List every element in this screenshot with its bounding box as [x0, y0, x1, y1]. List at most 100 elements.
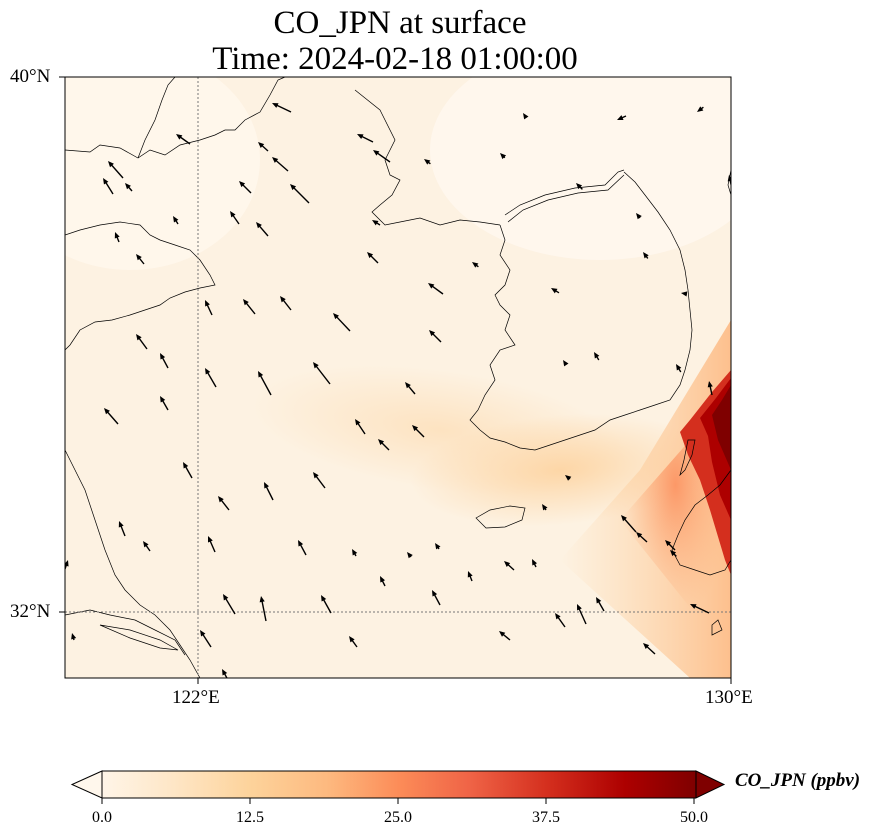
colorbar-label: CO_JPN (ppbv)	[735, 770, 861, 791]
wind-arrow-head	[565, 475, 572, 481]
coastline-amami-islands	[711, 619, 723, 636]
wind-arrow-head	[576, 183, 583, 190]
map-time-subtitle: Time: 2024-02-18 01:00:00	[212, 41, 578, 77]
wind-arrow-head	[378, 439, 385, 446]
coastline-japan-honshu	[727, 169, 731, 196]
wind-arrow-head	[727, 175, 731, 182]
coastline-china-liaodong	[137, 77, 176, 159]
low-concentration-area-north	[430, 77, 731, 260]
wind-arrow-head	[160, 396, 166, 403]
wind-arrow-head	[272, 157, 279, 163]
wind-arrow-head	[357, 134, 364, 140]
wind-arrow-head	[160, 353, 166, 360]
wind-arrow-head	[103, 178, 109, 185]
wind-arrow-head	[367, 252, 374, 259]
coastline-kyushu	[671, 469, 731, 576]
gridlines	[65, 77, 731, 678]
coastline-yangtze-island	[99, 624, 179, 651]
colorbar-tick-label-4: 50.0	[680, 809, 708, 826]
coastline-jeju	[475, 505, 526, 529]
wind-arrow-shaft	[334, 314, 351, 332]
wind-arrow-head	[280, 296, 286, 303]
wind-arrow-head	[143, 541, 149, 548]
wind-arrow-head	[352, 549, 358, 556]
wind-arrow-head	[223, 594, 229, 601]
wind-arrow-shaft	[622, 516, 637, 533]
co-plume-core	[712, 385, 731, 470]
wind-arrow-head	[256, 222, 262, 229]
wind-arrow-head	[258, 142, 265, 148]
wind-arrow-head	[643, 252, 649, 259]
wind-arrow-head	[636, 213, 642, 220]
wind-arrow-head	[65, 560, 69, 567]
wind-arrow-head	[118, 521, 124, 528]
wind-arrow-head	[412, 425, 419, 432]
lon-tick-label-122E: 122°E	[172, 687, 220, 708]
wind-arrow-shaft	[314, 363, 331, 385]
coastline-japan-tsushima	[679, 439, 696, 477]
wind-arrow-head	[372, 220, 379, 226]
wind-arrow-head	[272, 103, 279, 108]
map-frame	[64, 76, 732, 679]
wind-arrow-shaft	[105, 409, 119, 425]
coastline-korea-west	[469, 171, 693, 451]
wind-arrow-head	[596, 597, 602, 604]
wind-arrow-shaft	[577, 606, 587, 625]
colorbar-tick-label-0: 0.0	[92, 809, 112, 826]
coastline-korea-border	[504, 169, 625, 216]
wind-arrow-shaft	[62, 207, 64, 209]
wind-arrow-head	[504, 561, 511, 567]
wind-arrow-head	[472, 262, 479, 268]
wind-arrow-head	[313, 472, 319, 479]
wind-arrow-head	[259, 596, 265, 603]
wind-arrow-shaft	[205, 370, 217, 388]
wind-arrow-head	[71, 633, 77, 640]
wind-arrow-head	[313, 362, 319, 369]
colorbar-tick-label-2: 25.0	[384, 809, 412, 826]
wind-arrow-head	[136, 254, 142, 261]
wind-arrow-head	[707, 381, 713, 388]
colorbar-extend-min	[70, 770, 103, 799]
wind-arrow-head	[555, 613, 561, 620]
wind-arrow-shaft	[109, 162, 124, 179]
wind-arrow-head	[355, 419, 361, 426]
wind-arrow-head	[542, 504, 548, 511]
wind-arrow-shaft	[274, 103, 292, 113]
wind-arrow-shaft	[273, 158, 289, 172]
wind-arrow-head	[523, 113, 529, 120]
lat-tick-label-40N: 40°N	[10, 66, 51, 87]
wind-arrow-head	[264, 482, 270, 489]
wind-arrow-head	[208, 536, 213, 543]
wind-arrow-head	[594, 352, 600, 359]
wind-arrow-head	[104, 408, 110, 415]
wind-arrow-head	[176, 134, 183, 140]
colorbar-extend-max	[695, 770, 726, 799]
wind-arrow-head	[407, 552, 413, 559]
coastlines	[65, 77, 731, 678]
wind-arrow-head	[125, 183, 131, 190]
wind-arrow-head	[321, 595, 327, 602]
coastline-china-east	[65, 449, 201, 678]
map-title: CO_JPN at surface	[273, 5, 527, 41]
wind-arrow-head	[298, 540, 304, 547]
wind-arrow-head	[676, 364, 682, 371]
wind-arrow-head	[429, 330, 436, 337]
wind-arrow-head	[617, 115, 624, 120]
low-concentration-area	[65, 77, 260, 270]
coastline-china-shandong	[65, 221, 216, 351]
wind-arrow-head	[108, 161, 114, 168]
wind-arrow-head	[690, 604, 697, 609]
wind-arrow-head	[435, 543, 441, 550]
wind-arrow-shaft	[692, 604, 710, 614]
colorbar-tick-label-3: 37.5	[532, 809, 560, 826]
wind-arrow-head	[114, 232, 120, 239]
wind-arrow-head	[290, 184, 297, 191]
wind-arrow-head	[60, 205, 65, 211]
wind-arrow-shaft	[62, 130, 64, 132]
wind-arrow-head	[205, 368, 211, 375]
wind-arrow-head	[499, 631, 506, 637]
wind-arrow-head	[670, 550, 677, 557]
wind-arrow-head	[136, 334, 142, 341]
wind-arrow-head	[373, 150, 380, 156]
